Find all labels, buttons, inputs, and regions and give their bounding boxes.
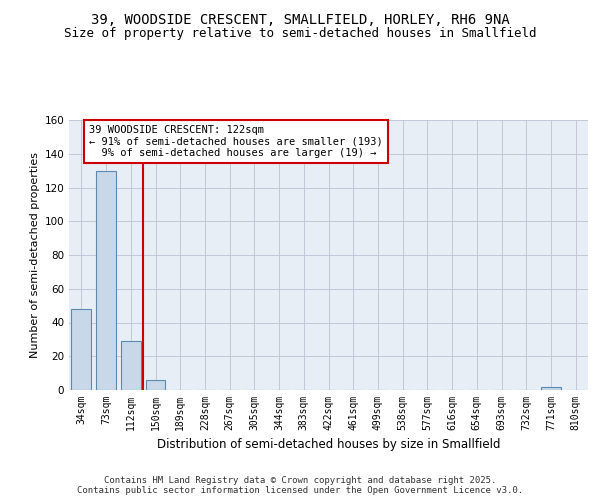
Bar <box>146 380 166 390</box>
Bar <box>541 386 561 390</box>
Text: Contains HM Land Registry data © Crown copyright and database right 2025.
Contai: Contains HM Land Registry data © Crown c… <box>77 476 523 495</box>
Bar <box>71 309 91 390</box>
Text: 39 WOODSIDE CRESCENT: 122sqm
← 91% of semi-detached houses are smaller (193)
  9: 39 WOODSIDE CRESCENT: 122sqm ← 91% of se… <box>89 125 383 158</box>
Text: Size of property relative to semi-detached houses in Smallfield: Size of property relative to semi-detach… <box>64 28 536 40</box>
Text: 39, WOODSIDE CRESCENT, SMALLFIELD, HORLEY, RH6 9NA: 39, WOODSIDE CRESCENT, SMALLFIELD, HORLE… <box>91 12 509 26</box>
Bar <box>121 341 140 390</box>
X-axis label: Distribution of semi-detached houses by size in Smallfield: Distribution of semi-detached houses by … <box>157 438 500 452</box>
Bar <box>96 170 116 390</box>
Y-axis label: Number of semi-detached properties: Number of semi-detached properties <box>30 152 40 358</box>
